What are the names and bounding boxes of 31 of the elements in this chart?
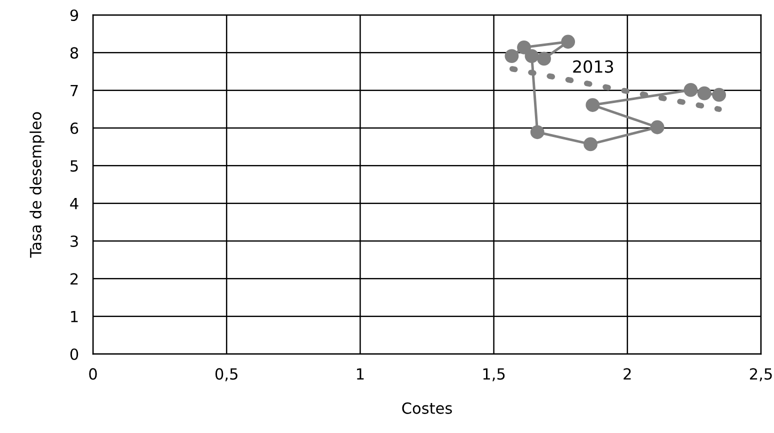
point: [684, 83, 698, 97]
point: [504, 49, 519, 63]
annotation: 2013: [573, 60, 614, 73]
x-tick-label: 1: [357, 368, 364, 380]
y-tick-label: 6: [70, 122, 78, 134]
x-tick-label: 1,5: [483, 368, 505, 382]
y-tick-label: 5: [70, 160, 78, 172]
point: [712, 88, 726, 102]
point: [537, 52, 551, 66]
point: [697, 86, 712, 100]
y-axis-title: Tasa de desempleo: [30, 112, 44, 258]
point: [561, 34, 576, 49]
point: [530, 125, 544, 140]
x-axis-title: Costes: [402, 402, 452, 414]
y-tick-label: 9: [70, 9, 78, 22]
x-tick-label: 0,5: [215, 368, 238, 382]
point: [517, 40, 531, 54]
point: [650, 120, 664, 134]
y-tick-label: 0: [70, 348, 78, 360]
x-tick-label: 2,5: [750, 368, 772, 382]
point: [586, 98, 600, 112]
y-tick-label: 8: [70, 47, 78, 59]
y-tick-label: 2: [70, 273, 78, 284]
x-tick-label: 0: [89, 368, 97, 380]
y-tick-label: 7: [70, 85, 78, 96]
y-tick-label: 4: [70, 198, 78, 210]
y-tick-label: 1: [71, 311, 78, 322]
y-tick-label: 3: [70, 235, 78, 248]
x-tick-label: 2: [624, 368, 631, 380]
point: [524, 49, 539, 63]
point: [584, 137, 598, 152]
